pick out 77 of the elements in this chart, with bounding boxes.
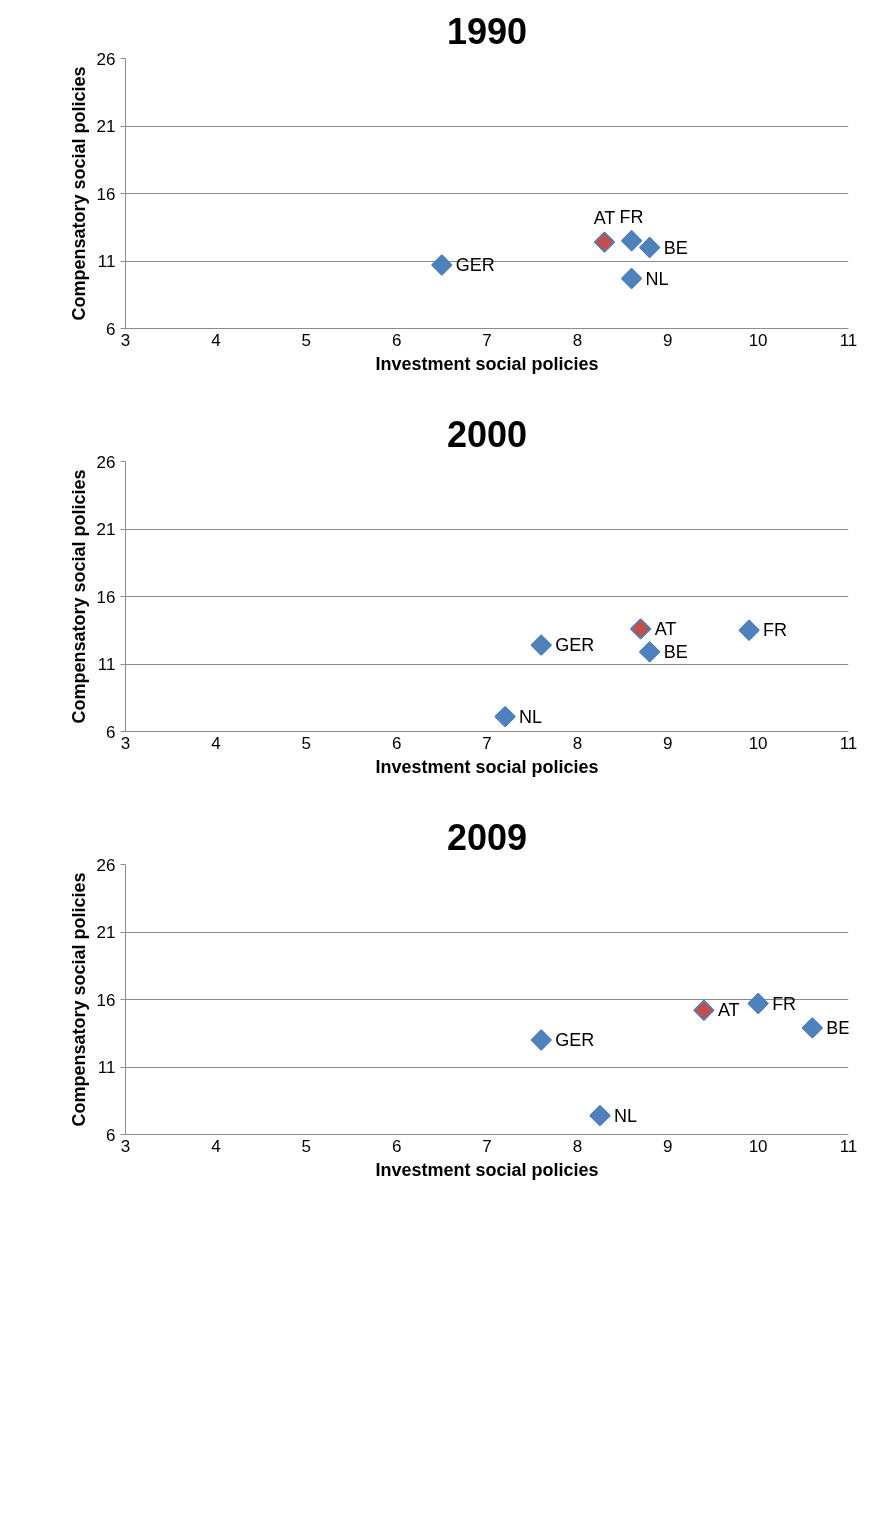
point	[494, 706, 516, 728]
series-label: BE	[663, 641, 688, 662]
x-tick-label: 9	[663, 330, 673, 350]
point	[801, 1017, 823, 1039]
series-label: BE	[663, 237, 688, 258]
y-tick-label: 26	[96, 452, 116, 472]
x-tick-label: 7	[482, 733, 492, 753]
point	[431, 254, 453, 276]
x-tick-label: 11	[839, 733, 858, 753]
chart-title: 2000	[446, 413, 528, 455]
point	[530, 1029, 552, 1051]
y-tick-label: 26	[96, 855, 116, 875]
series-label: GER	[455, 255, 495, 276]
point	[747, 992, 769, 1015]
chart-title: 2009	[446, 816, 528, 858]
series-label: AT	[654, 618, 677, 639]
series-label: FR	[763, 620, 788, 641]
series-label: NL	[519, 706, 543, 727]
x-axis-title: Investment social policies	[375, 353, 599, 374]
y-tick-label: 16	[96, 990, 116, 1010]
x-tick-label: 6	[391, 330, 402, 350]
x-axis-title: Investment social policies	[375, 756, 599, 777]
x-tick-label: 4	[211, 1136, 221, 1156]
x-tick-label: 4	[211, 330, 221, 350]
x-tick-label: 5	[301, 733, 311, 753]
series-label: NL	[645, 268, 669, 289]
x-tick-label: 8	[572, 733, 583, 753]
y-tick-label: 26	[96, 49, 116, 69]
point	[593, 231, 616, 253]
series-label: FR	[772, 993, 797, 1014]
x-tick-label: 3	[120, 733, 131, 753]
x-tick-label: 6	[391, 1136, 402, 1156]
x-tick-label: 7	[482, 1136, 492, 1156]
x-tick-label: 11	[839, 330, 858, 350]
x-tick-label: 3	[120, 1136, 131, 1156]
series-label: NL	[613, 1105, 637, 1126]
point	[738, 619, 760, 641]
y-tick-label: 16	[96, 184, 116, 204]
y-tick-label: 21	[96, 520, 116, 539]
x-tick-label: 7	[482, 330, 492, 350]
y-axis-title: Compensatory social policies	[68, 66, 89, 321]
y-tick-label: 16	[96, 587, 116, 607]
x-tick-label: 3	[120, 330, 131, 350]
chart-title: 1990	[446, 10, 528, 52]
x-tick-label: 9	[663, 733, 673, 753]
x-tick-label: 10	[748, 1136, 768, 1156]
y-axis-title: Compensatory social policies	[68, 469, 89, 724]
point	[639, 641, 661, 663]
y-tick-label: 21	[96, 117, 116, 136]
series-label: GER	[555, 635, 595, 656]
x-tick-label: 10	[748, 330, 768, 350]
y-tick-label: 11	[97, 1058, 116, 1077]
point	[589, 1104, 611, 1127]
y-tick-label: 11	[97, 655, 116, 674]
series-label: AT	[593, 208, 616, 229]
x-tick-label: 11	[839, 1136, 858, 1156]
series-label: GER	[555, 1030, 595, 1050]
x-tick-label: 4	[211, 733, 221, 753]
point	[620, 267, 643, 290]
x-tick-label: 9	[663, 1136, 673, 1156]
x-tick-label: 5	[301, 1136, 311, 1156]
point	[530, 634, 552, 656]
x-tick-label: 5	[301, 330, 311, 350]
y-tick-label: 11	[97, 252, 116, 271]
y-axis-title: Compensatory social policies	[68, 872, 89, 1127]
point	[639, 236, 661, 259]
x-tick-label: 10	[748, 733, 768, 753]
series-label: AT	[717, 1000, 740, 1021]
y-tick-label: 21	[96, 923, 116, 942]
x-axis-title: Investment social policies	[375, 1159, 599, 1180]
point	[620, 230, 643, 252]
point	[693, 999, 715, 1021]
x-tick-label: 8	[572, 330, 583, 350]
x-tick-label: 8	[572, 1136, 583, 1156]
point	[629, 618, 652, 640]
series-label: FR	[619, 206, 644, 227]
x-tick-label: 6	[391, 733, 402, 753]
